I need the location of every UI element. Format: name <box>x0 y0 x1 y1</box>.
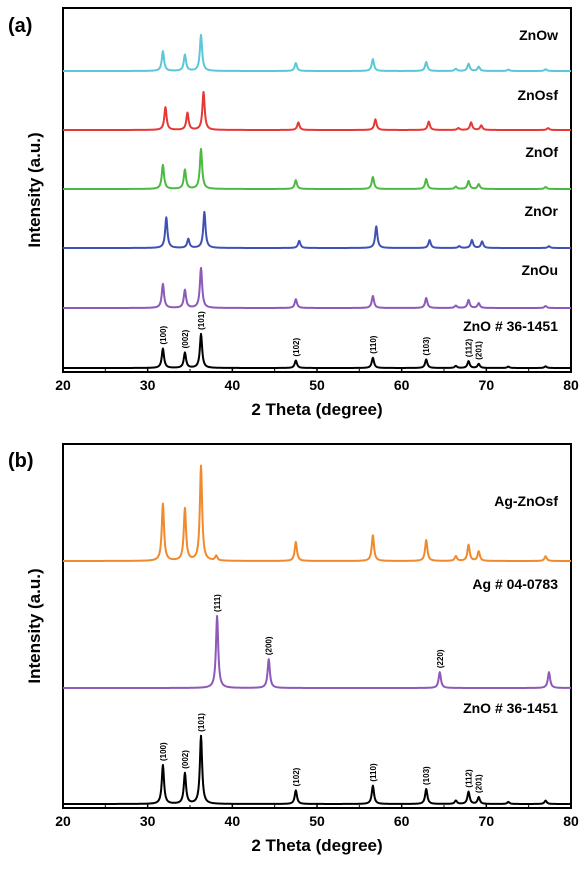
panel-b-series-labels: Ag-ZnOsf Ag # 04-0783 ZnO # 36-1451 <box>463 493 558 716</box>
series-line-znof <box>62 147 572 190</box>
x-tick-label: 20 <box>55 813 71 829</box>
series-label-znosf: ZnOsf <box>518 87 559 103</box>
series-label-znou: ZnOu <box>521 262 558 278</box>
peak-label: (201) <box>475 341 484 360</box>
series-label-znof: ZnOf <box>525 144 558 160</box>
x-tick-label: 60 <box>394 813 410 829</box>
panel-b: (b) 20 30 40 50 60 70 80 Ag-ZnOsf Ag # 04-0783 Z… <box>8 443 579 855</box>
x-tick-label: 30 <box>140 377 156 393</box>
series-label-zno-36-1451: ZnO # 36-1451 <box>463 318 558 334</box>
series-line-znou <box>62 266 572 309</box>
panel-a-series <box>62 33 572 369</box>
peak-label: (103) <box>422 336 431 355</box>
series-line-ag-znosf <box>62 464 572 562</box>
panel-a-y-axis-label: Intensity (a.u.) <box>25 132 44 247</box>
panel-b-series <box>62 464 572 805</box>
x-tick-label: 80 <box>563 377 579 393</box>
panel-a-x-axis-label: 2 Theta (degree) <box>251 400 382 419</box>
series-label-zno-36-1451: ZnO # 36-1451 <box>463 700 558 716</box>
peak-label: (201) <box>475 774 484 793</box>
peak-label: (002) <box>181 329 190 348</box>
panel-a-ticks: 20 30 40 50 60 70 80 <box>55 367 579 393</box>
x-tick-label: 60 <box>394 377 410 393</box>
panel-b-ticks: 20 30 40 50 60 70 80 <box>55 803 579 829</box>
series-label-ag-znosf: Ag-ZnOsf <box>494 493 558 509</box>
series-line-znosf <box>62 90 572 131</box>
peak-label: (101) <box>197 311 206 330</box>
peak-label: (200) <box>265 636 274 655</box>
peak-label: (100) <box>159 326 168 345</box>
panel-a-series-labels: ZnOw ZnOsf ZnOf ZnOr ZnOu ZnO # 36-1451 <box>463 27 558 334</box>
panel-b-x-axis-label: 2 Theta (degree) <box>251 836 382 855</box>
x-tick-label: 30 <box>140 813 156 829</box>
peak-label: (111) <box>213 594 222 612</box>
peak-label: (002) <box>181 750 190 769</box>
series-label-znor: ZnOr <box>525 203 559 219</box>
series-label-znow: ZnOw <box>519 27 558 43</box>
x-tick-label: 40 <box>225 377 241 393</box>
series-line-zno-36-1451 <box>62 734 572 805</box>
peak-label: (112) <box>465 769 474 788</box>
series-label-ag-04-0783: Ag # 04-0783 <box>472 576 558 592</box>
panel-a-peak-labels: (100) (002) (101) (102) (110) (103) (112) (201) <box>159 311 484 360</box>
peak-label: (103) <box>422 766 431 785</box>
x-tick-label: 70 <box>479 813 495 829</box>
panel-a: (a) 20 30 40 50 60 70 80 ZnOw ZnOsf ZnOf ZnOr ZnOu… <box>8 7 579 419</box>
peak-label: (102) <box>292 337 301 356</box>
x-tick-label: 50 <box>309 813 325 829</box>
panel-b-peak-labels: (111) (200) (220) (100) (002) (101) (102) (110)… <box>159 594 484 793</box>
x-tick-label: 40 <box>225 813 241 829</box>
peak-label: (101) <box>197 713 206 732</box>
x-tick-label: 70 <box>479 377 495 393</box>
peak-label: (100) <box>159 742 168 761</box>
peak-label: (112) <box>465 339 474 358</box>
peak-label: (110) <box>369 763 378 782</box>
x-tick-label: 20 <box>55 377 71 393</box>
series-line-znor <box>62 210 572 249</box>
series-line-zno-36-1451 <box>62 332 572 369</box>
peak-label: (220) <box>436 649 445 668</box>
peak-label: (110) <box>369 335 378 354</box>
peak-label: (102) <box>292 767 301 786</box>
panel-b-label: (b) <box>8 450 34 472</box>
panel-b-y-axis-label: Intensity (a.u.) <box>25 568 44 683</box>
x-tick-label: 50 <box>309 377 325 393</box>
series-line-ag-04-0783 <box>62 614 572 689</box>
series-line-znow <box>62 33 572 72</box>
x-tick-label: 80 <box>563 813 579 829</box>
panel-a-label: (a) <box>8 15 32 37</box>
